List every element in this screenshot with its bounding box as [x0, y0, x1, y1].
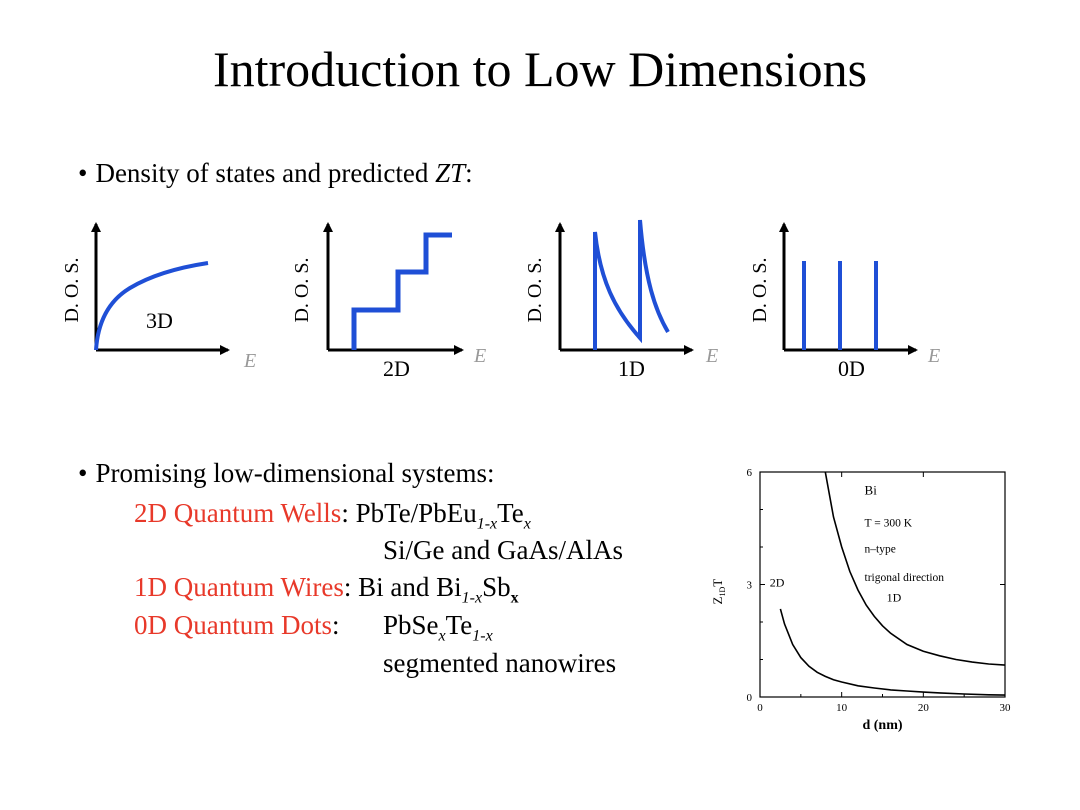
- wires-sub2: x: [510, 589, 519, 607]
- dos-3d-tag: 3D: [146, 308, 173, 333]
- dots-line1: PbSexTe1-x: [383, 610, 493, 645]
- dots-label: 0D Quantum Dots: [134, 610, 332, 640]
- zt-chart: 0 10 20 30 0 3 6 d (nm) Z1DT 2D 1D Bi T = 300 K n–typ…: [710, 467, 1012, 733]
- zt-xtick-label: 10: [836, 702, 848, 714]
- wires-a: Bi and Bi: [358, 572, 462, 602]
- bullet-systems-text: Promising low-dimensional systems:: [95, 458, 495, 488]
- slide-title: Introduction to Low Dimensions: [212, 41, 868, 97]
- dos-panel-3d: D. O. S. E 3D: [61, 222, 256, 372]
- dos-panel-1d: D. O. S. E 1D: [524, 219, 718, 381]
- bullet-dot-icon: •: [78, 458, 88, 488]
- dos-2d-steps: [351, 232, 452, 350]
- zt-xtick-label: 0: [757, 702, 763, 714]
- zt-plot-frame: [759, 471, 1006, 698]
- dos-3d-curve: [94, 261, 209, 351]
- bullet-dos: • Density of states and predicted ZT:: [78, 158, 473, 189]
- dos-0d-xlabel: E: [927, 345, 940, 367]
- wells-colon: :: [341, 498, 349, 528]
- dos-0d-tag: 0D: [838, 356, 865, 381]
- dos-0d-ylabel: D. O. S.: [749, 257, 771, 322]
- bullet-dos-emph: ZT: [435, 158, 466, 188]
- zt-series-2d: [779, 608, 1006, 696]
- bullet-dos-text: Density of states and predicted: [95, 158, 436, 188]
- zt-ytick-label: 0: [747, 692, 753, 704]
- dots-line2: segmented nanowires: [383, 648, 617, 678]
- zt-series-1d: [824, 471, 1006, 666]
- dots-l1-a: PbSe: [383, 610, 439, 640]
- wells-line1: PbTe/PbEu1-xTex: [355, 498, 531, 532]
- zt-xtick-label: 30: [1000, 702, 1012, 714]
- system-wires: 1D Quantum Wires: Bi and Bi1-xSbx: [134, 572, 519, 607]
- bullet-systems: • Promising low-dimensional systems:: [78, 458, 494, 489]
- dos-1d-tag: 1D: [618, 356, 645, 381]
- wells-l1-sub: 1-x: [476, 515, 498, 533]
- dos-3d-ylabel: D. O. S.: [61, 257, 83, 322]
- zt-ytick-label: 3: [747, 580, 753, 592]
- bullet-dos-suffix: :: [465, 158, 473, 188]
- zt-ytick-label: 6: [747, 467, 753, 479]
- dos-panel-2d: D. O. S. E 2D: [291, 222, 486, 381]
- dos-1d-xlabel: E: [705, 345, 718, 367]
- zt-annotation: T = 300 K: [865, 517, 913, 529]
- zt-xtick-label: 20: [918, 702, 930, 714]
- dos-1d-ylabel: D. O. S.: [524, 257, 546, 322]
- zt-annotation: trigonal direction: [865, 572, 945, 584]
- wires-colon: :: [343, 572, 352, 602]
- dots-l1-b: Te: [445, 610, 473, 640]
- dots-colon: :: [332, 610, 340, 640]
- zt-annotation: Bi: [865, 483, 878, 498]
- dos-2d-tag: 2D: [383, 356, 410, 381]
- dos-panel-0d: D. O. S. E 0D: [749, 222, 940, 381]
- zt-series-label: 2D: [770, 575, 785, 589]
- wells-l1-b: Te: [497, 498, 524, 528]
- system-dots: 0D Quantum Dots:: [134, 610, 340, 641]
- dos-3d-xlabel: E: [243, 350, 256, 372]
- wires-b: Sb: [482, 572, 511, 602]
- dots-l1-sub2: 1-x: [472, 627, 493, 645]
- zt-xlabel: d (nm): [862, 718, 902, 733]
- zt-annotation: n–type: [865, 544, 896, 556]
- bullet-dot-icon: •: [78, 158, 88, 188]
- zt-series-label: 1D: [887, 590, 902, 604]
- dos-1d-curve: [593, 219, 670, 350]
- dos-2d-xlabel: E: [473, 345, 486, 367]
- dots-l1-sub: x: [438, 627, 446, 645]
- wells-line2: Si/Ge and GaAs/AlAs: [383, 535, 623, 565]
- dos-2d-ylabel: D. O. S.: [291, 257, 313, 322]
- wires-line: Bi and Bi1-xSbx: [358, 572, 518, 606]
- wires-sub: 1-x: [461, 589, 483, 607]
- wells-label: 2D Quantum Wells: [134, 498, 342, 528]
- wires-label: 1D Quantum Wires: [134, 572, 344, 602]
- wells-l1-sub2: x: [523, 515, 531, 533]
- system-wells: 2D Quantum Wells: PbTe/PbEu1-xTex: [134, 498, 531, 533]
- wells-l1-a: PbTe/PbEu: [355, 498, 477, 528]
- zt-ylabel: Z1DT: [710, 579, 727, 605]
